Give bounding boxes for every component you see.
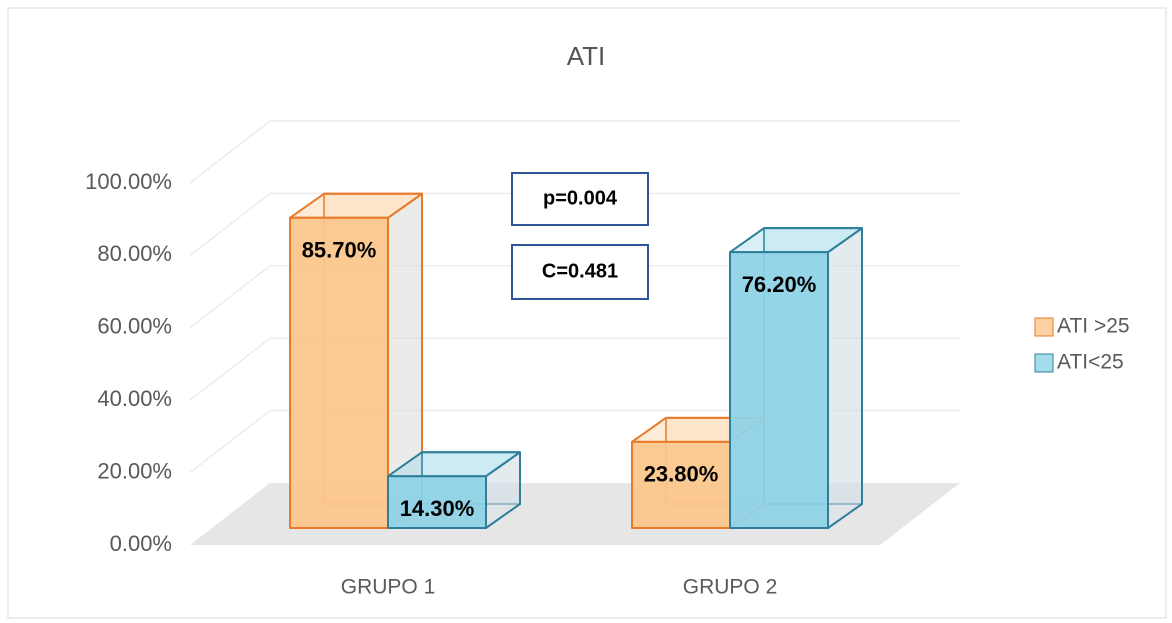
legend-swatch [1034,353,1054,373]
x-tick-label: GRUPO 1 [341,576,436,599]
bar-front [289,216,389,530]
annotation-box [511,172,649,226]
bar [289,192,423,530]
annotation: C=0.481 [542,260,618,282]
y-tick-label: 60.00% [97,314,172,339]
y-tick-label: 40.00% [97,386,172,411]
bar-front [387,475,487,530]
y-tick-label: 100.00% [85,169,172,194]
y-tick-label: 20.00% [97,458,172,483]
chart-title: ATI [567,41,606,71]
bar-front [729,251,829,529]
data-label: 23.80% [644,462,719,487]
x-tick-label: GRUPO 2 [683,576,778,599]
grid-line [189,120,960,184]
legend-label: ATI<25 [1057,351,1124,374]
bar [387,451,521,530]
data-label: 14.30% [400,496,475,521]
y-tick-label: 80.00% [97,241,172,266]
data-label: 76.20% [742,272,817,297]
annotation: p=0.004 [543,187,618,209]
grid-line [189,192,960,256]
bar [729,227,863,529]
data-label: 85.70% [302,238,377,263]
annotation-box [511,244,649,300]
bar-side [827,227,863,529]
legend-label: ATI >25 [1057,315,1130,338]
y-tick-label: 0.00% [110,531,172,556]
legend-swatch [1034,317,1054,337]
